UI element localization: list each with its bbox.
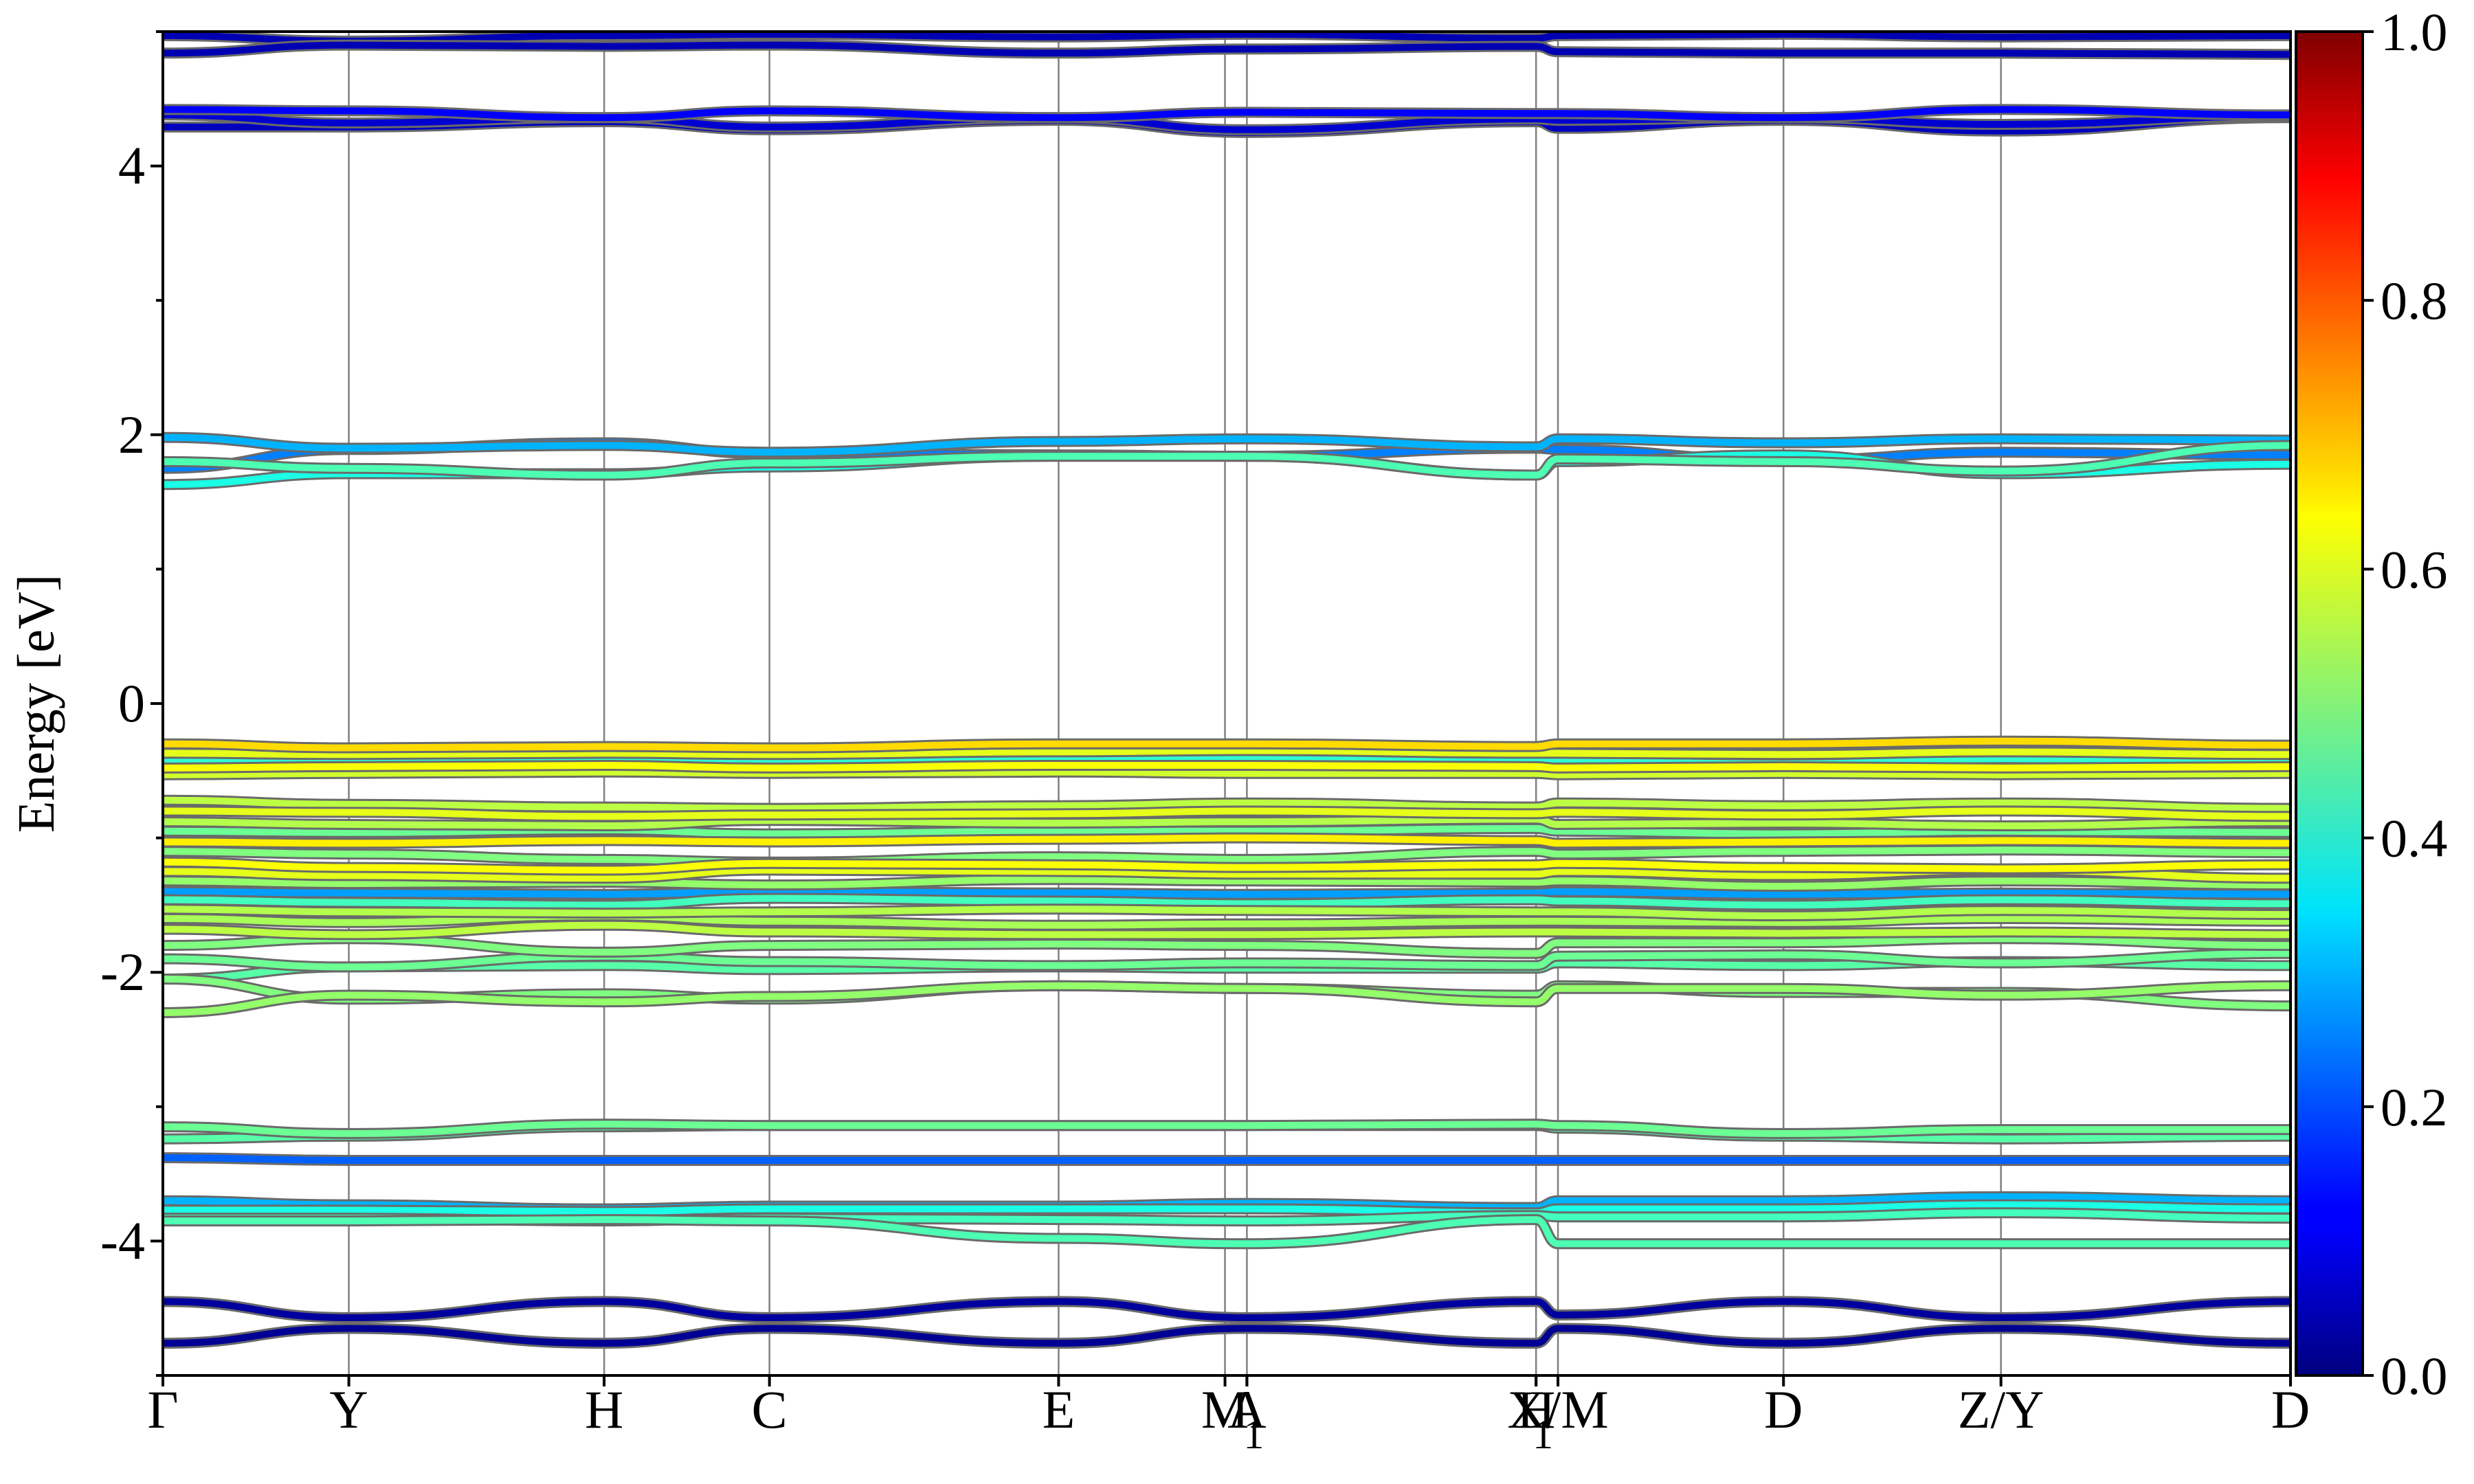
band-line xyxy=(163,892,2291,911)
y-axis-label: Energy [eV] xyxy=(8,574,65,833)
x-tick-label: A xyxy=(1227,1380,1266,1439)
x-tick-label: D xyxy=(2271,1380,2310,1439)
x-tick-label: H xyxy=(585,1380,623,1439)
y-tick-label: -2 xyxy=(100,942,145,1002)
band-line xyxy=(163,745,2291,761)
band-line xyxy=(163,805,2291,822)
colorbar xyxy=(2295,30,2364,1377)
band-line xyxy=(163,933,2291,959)
colorbar-tick-label: 1.0 xyxy=(2381,2,2448,62)
y-tick-label: 0 xyxy=(118,673,145,733)
band-line xyxy=(163,1118,2291,1139)
colorbar-tick-label: 0.4 xyxy=(2381,809,2448,868)
y-tick-label: 4 xyxy=(118,136,145,196)
band-line xyxy=(163,856,2291,876)
y-tick-label: 2 xyxy=(118,405,145,464)
band-line xyxy=(163,794,2291,814)
band-line xyxy=(163,766,2291,780)
band-line xyxy=(163,759,2291,774)
band-line xyxy=(163,1214,2291,1250)
colorbar-tick-label: 0.0 xyxy=(2381,1346,2448,1406)
colorbar-tick-label: 0.2 xyxy=(2381,1077,2448,1137)
band-line xyxy=(163,32,2291,47)
band-line xyxy=(163,735,2291,754)
band-line xyxy=(163,832,2291,849)
x-tick-label: M xyxy=(1201,1380,1249,1439)
band-line xyxy=(163,886,2291,900)
band-line xyxy=(163,919,2291,941)
x-tick-label: E xyxy=(1043,1380,1076,1439)
x-tick-label: H xyxy=(1517,1380,1555,1439)
x-axis-ticks: Γ Y H C E MA1 HX/M1 D Z/Y D xyxy=(147,1375,2310,1457)
x-tick-label: Z/Y xyxy=(1958,1380,2044,1439)
x-tick-label: Y xyxy=(329,1380,368,1439)
band-line xyxy=(163,440,2291,481)
x-tick-label: Γ xyxy=(147,1380,178,1439)
kpoint-gridlines xyxy=(348,32,2002,1375)
y-tick-label: -4 xyxy=(100,1211,145,1270)
band-line xyxy=(163,1296,2291,1323)
x-tick-label: D xyxy=(1764,1380,1803,1439)
x-tick-label: 1 xyxy=(1243,1412,1264,1457)
band-line xyxy=(163,947,2291,973)
colorbar-tick-label: 0.8 xyxy=(2381,271,2448,330)
band-line xyxy=(163,813,2291,831)
colorbar-ticks: 0.0 0.2 0.4 0.6 0.8 1.0 xyxy=(2363,2,2448,1406)
band-line xyxy=(163,39,2291,60)
band-line xyxy=(163,104,2291,124)
band-line xyxy=(163,980,2291,1018)
x-tick-label: 1 xyxy=(1533,1412,1553,1457)
band-line xyxy=(163,844,2291,868)
band-line xyxy=(163,1323,2291,1349)
y-axis-ticks: -4 -2 0 2 4 xyxy=(100,30,163,1377)
band-line xyxy=(163,1199,2291,1219)
x-tick-label: X/M xyxy=(1507,1380,1608,1439)
band-line xyxy=(163,431,2291,458)
band-line xyxy=(163,752,2291,769)
plot-frame xyxy=(161,30,2292,1377)
band-line xyxy=(163,903,2291,921)
band-line xyxy=(163,1152,2291,1167)
x-tick-label: C xyxy=(752,1380,788,1439)
band-lines xyxy=(163,32,2291,1349)
colorbar-tick-label: 0.6 xyxy=(2381,539,2448,599)
